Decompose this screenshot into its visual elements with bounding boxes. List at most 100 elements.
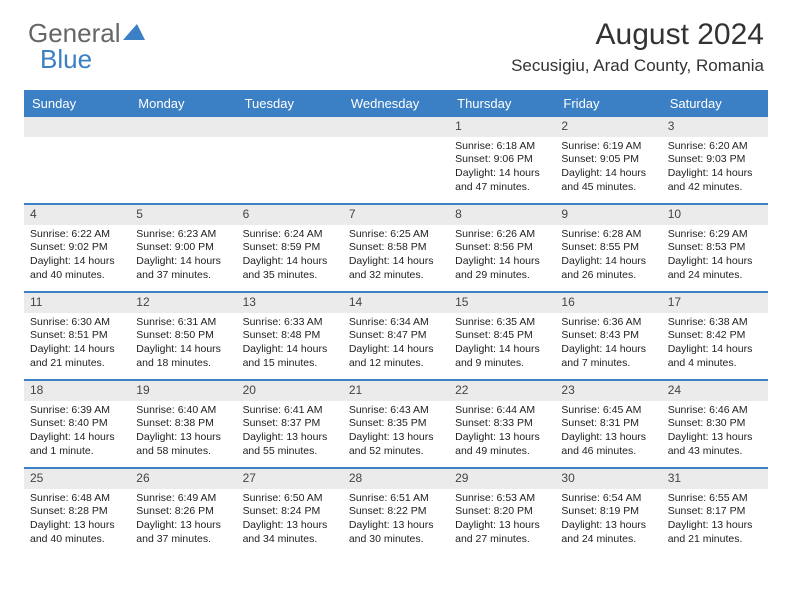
day-cell: 21Sunrise: 6:43 AMSunset: 8:35 PMDayligh… bbox=[343, 381, 449, 467]
day-cell: 27 Sunrise: 6:50 AMSunset: 8:24 PMDayligh… bbox=[237, 469, 343, 555]
day-number: 21 bbox=[343, 381, 449, 401]
sunset-text: Sunset: 8:45 PM bbox=[455, 329, 549, 343]
day-number: 27 bbox=[237, 469, 343, 489]
day-cell bbox=[130, 117, 236, 203]
day-cell bbox=[24, 117, 130, 203]
sunrise-text: Sunrise: 6:43 AM bbox=[349, 404, 443, 418]
day-cell: 29Sunrise: 6:53 AMSunset: 8:20 PMDayligh… bbox=[449, 469, 555, 555]
sunset-text: Sunset: 8:24 PM bbox=[243, 505, 337, 519]
day-body: Sunrise: 6:55 AMSunset: 8:17 PMDaylight:… bbox=[662, 489, 768, 551]
day-number: 15 bbox=[449, 293, 555, 313]
calendar: Sunday Monday Tuesday Wednesday Thursday… bbox=[24, 90, 768, 555]
day-number: 3 bbox=[662, 117, 768, 137]
day-cell: 30Sunrise: 6:54 AMSunset: 8:19 PMDayligh… bbox=[555, 469, 661, 555]
day-cell: 1Sunrise: 6:18 AMSunset: 9:06 PMDaylight… bbox=[449, 117, 555, 203]
day-number: 18 bbox=[24, 381, 130, 401]
sunrise-text: Sunrise: 6:31 AM bbox=[136, 316, 230, 330]
daylight-text: Daylight: 14 hours and 40 minutes. bbox=[30, 255, 124, 282]
daylight-text: Daylight: 14 hours and 4 minutes. bbox=[668, 343, 762, 370]
day-number: 24 bbox=[662, 381, 768, 401]
daylight-text: Daylight: 14 hours and 35 minutes. bbox=[243, 255, 337, 282]
day-body: Sunrise: 6:53 AMSunset: 8:20 PMDaylight:… bbox=[449, 489, 555, 551]
sunset-text: Sunset: 8:19 PM bbox=[561, 505, 655, 519]
day-number: 14 bbox=[343, 293, 449, 313]
day-cell: 11Sunrise: 6:30 AMSunset: 8:51 PMDayligh… bbox=[24, 293, 130, 379]
sunrise-text: Sunrise: 6:46 AM bbox=[668, 404, 762, 418]
sunset-text: Sunset: 8:38 PM bbox=[136, 417, 230, 431]
day-number: 2 bbox=[555, 117, 661, 137]
daylight-text: Daylight: 14 hours and 15 minutes. bbox=[243, 343, 337, 370]
day-number: 9 bbox=[555, 205, 661, 225]
day-body: Sunrise: 6:28 AMSunset: 8:55 PMDaylight:… bbox=[555, 225, 661, 287]
day-cell bbox=[343, 117, 449, 203]
daylight-text: Daylight: 13 hours and 27 minutes. bbox=[455, 519, 549, 546]
sunrise-text: Sunrise: 6:25 AM bbox=[349, 228, 443, 242]
day-body: Sunrise: 6:34 AMSunset: 8:47 PMDaylight:… bbox=[343, 313, 449, 375]
sunset-text: Sunset: 8:50 PM bbox=[136, 329, 230, 343]
day-header: Saturday bbox=[662, 90, 768, 117]
day-number: 28 bbox=[343, 469, 449, 489]
sunset-text: Sunset: 9:03 PM bbox=[668, 153, 762, 167]
day-cell: 5Sunrise: 6:23 AMSunset: 9:00 PMDaylight… bbox=[130, 205, 236, 291]
day-body: Sunrise: 6:39 AMSunset: 8:40 PMDaylight:… bbox=[24, 401, 130, 463]
daylight-text: Daylight: 14 hours and 45 minutes. bbox=[561, 167, 655, 194]
sunrise-text: Sunrise: 6:19 AM bbox=[561, 140, 655, 154]
sunrise-text: Sunrise: 6:41 AM bbox=[243, 404, 337, 418]
day-body: Sunrise: 6:24 AMSunset: 8:59 PMDaylight:… bbox=[237, 225, 343, 287]
sunrise-text: Sunrise: 6:26 AM bbox=[455, 228, 549, 242]
day-cell: 10Sunrise: 6:29 AMSunset: 8:53 PMDayligh… bbox=[662, 205, 768, 291]
day-header-row: Sunday Monday Tuesday Wednesday Thursday… bbox=[24, 90, 768, 117]
day-number: 6 bbox=[237, 205, 343, 225]
day-body: Sunrise: 6:40 AMSunset: 8:38 PMDaylight:… bbox=[130, 401, 236, 463]
sunset-text: Sunset: 8:31 PM bbox=[561, 417, 655, 431]
day-body: Sunrise: 6:48 AMSunset: 8:28 PMDaylight:… bbox=[24, 489, 130, 551]
day-body: Sunrise: 6:26 AMSunset: 8:56 PMDaylight:… bbox=[449, 225, 555, 287]
sunrise-text: Sunrise: 6:51 AM bbox=[349, 492, 443, 506]
day-header: Tuesday bbox=[237, 90, 343, 117]
day-body: Sunrise: 6:30 AMSunset: 8:51 PMDaylight:… bbox=[24, 313, 130, 375]
day-number: 22 bbox=[449, 381, 555, 401]
sunset-text: Sunset: 9:06 PM bbox=[455, 153, 549, 167]
sunset-text: Sunset: 8:37 PM bbox=[243, 417, 337, 431]
day-cell: 9Sunrise: 6:28 AMSunset: 8:55 PMDaylight… bbox=[555, 205, 661, 291]
sunset-text: Sunset: 8:56 PM bbox=[455, 241, 549, 255]
day-body: Sunrise: 6:20 AMSunset: 9:03 PMDaylight:… bbox=[662, 137, 768, 199]
sunrise-text: Sunrise: 6:49 AM bbox=[136, 492, 230, 506]
day-body: Sunrise: 6:45 AMSunset: 8:31 PMDaylight:… bbox=[555, 401, 661, 463]
daylight-text: Daylight: 14 hours and 47 minutes. bbox=[455, 167, 549, 194]
day-body: Sunrise: 6:38 AMSunset: 8:42 PMDaylight:… bbox=[662, 313, 768, 375]
daylight-text: Daylight: 14 hours and 26 minutes. bbox=[561, 255, 655, 282]
sunset-text: Sunset: 8:35 PM bbox=[349, 417, 443, 431]
day-body bbox=[130, 137, 236, 144]
day-number: 31 bbox=[662, 469, 768, 489]
day-number: 5 bbox=[130, 205, 236, 225]
month-title: August 2024 bbox=[511, 18, 764, 52]
sunrise-text: Sunrise: 6:45 AM bbox=[561, 404, 655, 418]
day-body bbox=[343, 137, 449, 144]
sunset-text: Sunset: 8:28 PM bbox=[30, 505, 124, 519]
sunrise-text: Sunrise: 6:39 AM bbox=[30, 404, 124, 418]
sunrise-text: Sunrise: 6:30 AM bbox=[30, 316, 124, 330]
day-cell: 4Sunrise: 6:22 AMSunset: 9:02 PMDaylight… bbox=[24, 205, 130, 291]
day-header: Wednesday bbox=[343, 90, 449, 117]
week-row: 11Sunrise: 6:30 AMSunset: 8:51 PMDayligh… bbox=[24, 291, 768, 379]
day-body: Sunrise: 6:31 AMSunset: 8:50 PMDaylight:… bbox=[130, 313, 236, 375]
day-number: 17 bbox=[662, 293, 768, 313]
day-cell: 28Sunrise: 6:51 AMSunset: 8:22 PMDayligh… bbox=[343, 469, 449, 555]
day-body bbox=[237, 137, 343, 144]
daylight-text: Daylight: 13 hours and 34 minutes. bbox=[243, 519, 337, 546]
day-number bbox=[237, 117, 343, 137]
day-number: 12 bbox=[130, 293, 236, 313]
sunset-text: Sunset: 8:17 PM bbox=[668, 505, 762, 519]
day-cell: 13Sunrise: 6:33 AMSunset: 8:48 PMDayligh… bbox=[237, 293, 343, 379]
day-body: Sunrise: 6:18 AMSunset: 9:06 PMDaylight:… bbox=[449, 137, 555, 199]
sunrise-text: Sunrise: 6:50 AM bbox=[243, 492, 337, 506]
day-number: 29 bbox=[449, 469, 555, 489]
sunset-text: Sunset: 8:30 PM bbox=[668, 417, 762, 431]
sunrise-text: Sunrise: 6:34 AM bbox=[349, 316, 443, 330]
day-body: Sunrise: 6:51 AMSunset: 8:22 PMDaylight:… bbox=[343, 489, 449, 551]
day-body: Sunrise: 6:19 AMSunset: 9:05 PMDaylight:… bbox=[555, 137, 661, 199]
sunset-text: Sunset: 8:42 PM bbox=[668, 329, 762, 343]
day-header: Monday bbox=[130, 90, 236, 117]
title-block: August 2024 Secusigiu, Arad County, Roma… bbox=[511, 18, 764, 76]
